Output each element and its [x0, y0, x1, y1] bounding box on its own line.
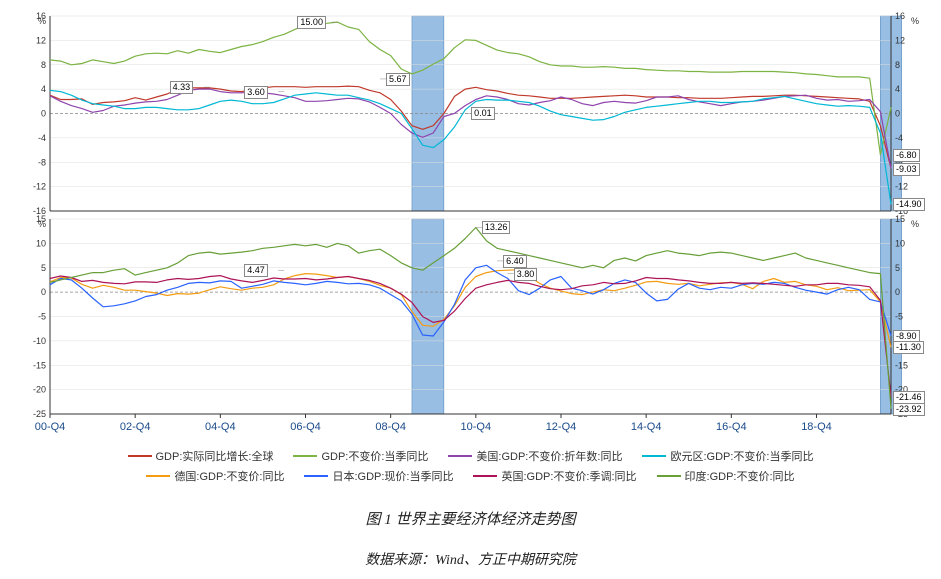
- svg-text:%: %: [911, 16, 919, 26]
- svg-text:-8: -8: [38, 157, 46, 167]
- legend-label: 欧元区:GDP:不变价:当季同比: [670, 448, 813, 464]
- legend-label: GDP:不变价:当季同比: [321, 448, 428, 464]
- legend-swatch: [128, 455, 152, 457]
- svg-text:%: %: [38, 16, 46, 26]
- svg-text:10: 10: [36, 238, 46, 248]
- svg-text:04-Q4: 04-Q4: [205, 421, 236, 433]
- data-source: 数据来源：Wind、方正中期研究院: [10, 549, 931, 569]
- svg-text:8: 8: [41, 60, 46, 70]
- svg-text:4: 4: [895, 84, 900, 94]
- legend-item: 日本:GDP:现价:当季同比: [304, 468, 453, 484]
- legend-swatch: [146, 475, 170, 477]
- legend-label: 美国:GDP:不变价:折年数:同比: [476, 448, 622, 464]
- legend-item: 欧元区:GDP:不变价:当季同比: [642, 448, 813, 464]
- legend-item: 英国:GDP:不变价:季调:同比: [473, 468, 636, 484]
- legend: GDP:实际同比增长:全球 GDP:不变价:当季同比 美国:GDP:不变价:折年数:…: [10, 448, 931, 484]
- svg-text:-12: -12: [895, 182, 908, 192]
- chart-container: -16-16-12-12-8-8-4-400448812121616%%-25-…: [10, 10, 931, 440]
- legend-swatch: [304, 475, 328, 477]
- legend-label: 印度:GDP:不变价:同比: [685, 468, 795, 484]
- legend-swatch: [657, 475, 681, 477]
- svg-text:02-Q4: 02-Q4: [120, 421, 151, 433]
- svg-text:10: 10: [895, 238, 905, 248]
- svg-text:12-Q4: 12-Q4: [546, 421, 577, 433]
- svg-text:-4: -4: [895, 133, 903, 143]
- legend-label: 日本:GDP:现价:当季同比: [332, 468, 453, 484]
- value-label: -6.80: [893, 149, 920, 162]
- svg-text:10-Q4: 10-Q4: [461, 421, 492, 433]
- value-label: -9.03: [893, 163, 920, 176]
- value-label: -11.30: [893, 341, 924, 354]
- svg-text:5: 5: [41, 263, 46, 273]
- svg-text:0: 0: [895, 287, 900, 297]
- legend-swatch: [293, 455, 317, 457]
- legend-label: 德国:GDP:不变价:同比: [174, 468, 284, 484]
- value-label: 15.00: [297, 16, 326, 29]
- svg-text:-5: -5: [38, 312, 46, 322]
- svg-text:0: 0: [41, 109, 46, 119]
- svg-text:15: 15: [895, 214, 905, 224]
- legend-label: GDP:实际同比增长:全球: [156, 448, 274, 464]
- value-label: 0.01: [471, 107, 495, 120]
- figure-caption: 图 1 世界主要经济体经济走势图: [10, 508, 931, 529]
- legend-swatch: [473, 475, 497, 477]
- svg-text:%: %: [911, 219, 919, 229]
- svg-text:06-Q4: 06-Q4: [290, 421, 321, 433]
- svg-text:-25: -25: [33, 409, 46, 419]
- svg-text:00-Q4: 00-Q4: [35, 421, 66, 433]
- svg-text:0: 0: [41, 287, 46, 297]
- svg-text:08-Q4: 08-Q4: [375, 421, 406, 433]
- value-label: 6.40: [503, 255, 527, 268]
- svg-text:4: 4: [41, 84, 46, 94]
- legend-swatch: [642, 455, 666, 457]
- svg-text:-15: -15: [895, 360, 908, 370]
- legend-item: 美国:GDP:不变价:折年数:同比: [448, 448, 622, 464]
- legend-swatch: [448, 455, 472, 457]
- svg-text:5: 5: [895, 263, 900, 273]
- svg-text:8: 8: [895, 60, 900, 70]
- value-label: -23.92: [893, 403, 925, 416]
- svg-text:-5: -5: [895, 312, 903, 322]
- svg-text:-12: -12: [33, 182, 46, 192]
- svg-text:18-Q4: 18-Q4: [801, 421, 832, 433]
- value-label: 4.33: [170, 81, 194, 94]
- svg-text:-10: -10: [33, 336, 46, 346]
- value-label: 3.80: [514, 268, 538, 281]
- svg-text:0: 0: [895, 109, 900, 119]
- legend-label: 英国:GDP:不变价:季调:同比: [501, 468, 636, 484]
- legend-item: GDP:不变价:当季同比: [293, 448, 428, 464]
- value-label: 13.26: [482, 221, 511, 234]
- chart-svg: -16-16-12-12-8-8-4-400448812121616%%-25-…: [10, 10, 931, 440]
- svg-text:-4: -4: [38, 133, 46, 143]
- svg-text:16: 16: [895, 11, 905, 21]
- value-label: 4.47: [244, 264, 268, 277]
- svg-text:%: %: [38, 219, 46, 229]
- svg-text:12: 12: [895, 35, 905, 45]
- value-label: 5.67: [386, 73, 410, 86]
- svg-text:16-Q4: 16-Q4: [716, 421, 747, 433]
- value-label: 3.60: [244, 86, 268, 99]
- svg-text:-20: -20: [33, 385, 46, 395]
- legend-item: 印度:GDP:不变价:同比: [657, 468, 795, 484]
- legend-item: 德国:GDP:不变价:同比: [146, 468, 284, 484]
- svg-text:14-Q4: 14-Q4: [631, 421, 662, 433]
- svg-text:-15: -15: [33, 360, 46, 370]
- value-label: -14.90: [893, 198, 925, 211]
- svg-text:12: 12: [36, 35, 46, 45]
- legend-item: GDP:实际同比增长:全球: [128, 448, 274, 464]
